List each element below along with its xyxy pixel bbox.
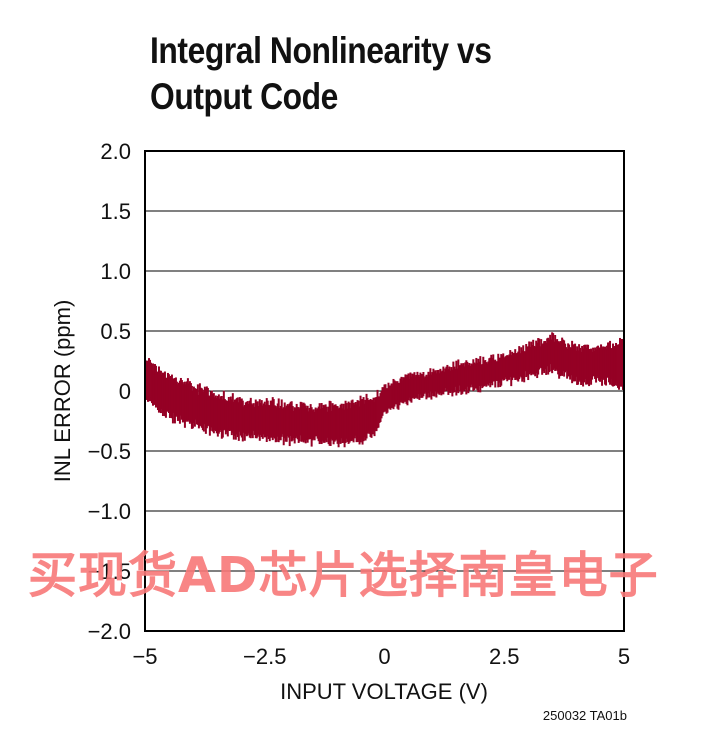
y-tick-label: −2.0 bbox=[88, 619, 131, 644]
x-tick-labels: −5 −2.5 0 2.5 5 bbox=[132, 644, 630, 669]
y-tick-label: 0.5 bbox=[100, 319, 131, 344]
watermark: 买现货AD芯片选择南皇电子 bbox=[28, 547, 659, 604]
data-series bbox=[145, 332, 624, 448]
y-tick-label: 1.0 bbox=[100, 259, 131, 284]
x-tick-label: −5 bbox=[132, 644, 157, 669]
y-tick-label: −1.0 bbox=[88, 499, 131, 524]
y-tick-label: 0 bbox=[119, 379, 131, 404]
y-axis-label: INL ERROR (ppm) bbox=[50, 300, 75, 483]
y-tick-labels: 2.0 1.5 1.0 0.5 0 −0.5 −1.0 −1.5 −2.0 bbox=[88, 139, 131, 644]
chart-title-line-1: Integral Nonlinearity vs bbox=[150, 30, 492, 71]
x-axis-label: INPUT VOLTAGE (V) bbox=[280, 679, 488, 704]
grid-lines bbox=[145, 210, 624, 572]
y-tick-label: −0.5 bbox=[88, 439, 131, 464]
figure-reference: 250032 TA01b bbox=[542, 708, 627, 723]
y-tick-label: −1.5 bbox=[88, 559, 131, 584]
chart-title-line-2: Output Code bbox=[150, 76, 338, 117]
chart-title: Integral Nonlinearity vs Output Code bbox=[150, 28, 597, 120]
x-tick-label: 0 bbox=[378, 644, 390, 669]
plot-frame bbox=[144, 150, 625, 632]
x-tick-label: 5 bbox=[618, 644, 630, 669]
x-tick-label: 2.5 bbox=[489, 644, 520, 669]
y-tick-label: 2.0 bbox=[100, 139, 131, 164]
y-tick-label: 1.5 bbox=[100, 199, 131, 224]
x-tick-label: −2.5 bbox=[243, 644, 286, 669]
